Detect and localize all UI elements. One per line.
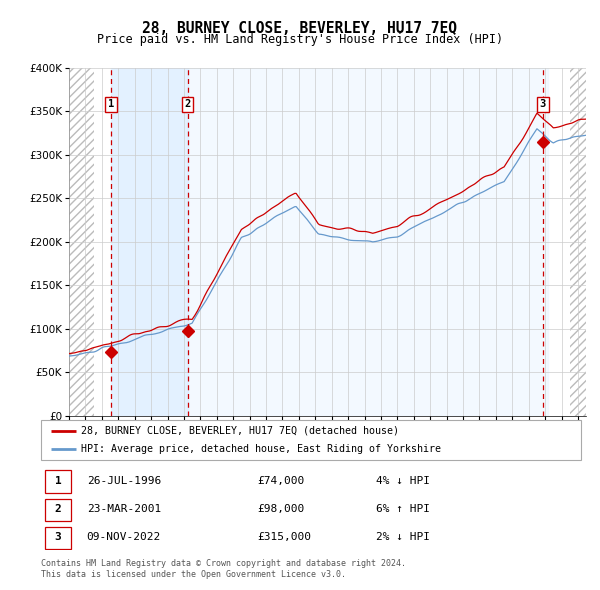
Text: 1: 1 xyxy=(108,99,115,109)
Text: This data is licensed under the Open Government Licence v3.0.: This data is licensed under the Open Gov… xyxy=(41,570,346,579)
FancyBboxPatch shape xyxy=(41,420,581,460)
Bar xyxy=(188,68,548,416)
Text: 28, BURNEY CLOSE, BEVERLEY, HU17 7EQ: 28, BURNEY CLOSE, BEVERLEY, HU17 7EQ xyxy=(143,21,458,35)
Bar xyxy=(570,68,586,416)
Text: 6% ↑ HPI: 6% ↑ HPI xyxy=(376,504,430,514)
Text: Contains HM Land Registry data © Crown copyright and database right 2024.: Contains HM Land Registry data © Crown c… xyxy=(41,559,406,568)
Bar xyxy=(69,68,94,416)
Text: £74,000: £74,000 xyxy=(257,476,304,486)
Text: 1: 1 xyxy=(55,476,61,486)
Text: 23-MAR-2001: 23-MAR-2001 xyxy=(87,504,161,514)
FancyBboxPatch shape xyxy=(45,470,71,493)
Text: 4% ↓ HPI: 4% ↓ HPI xyxy=(376,476,430,486)
Text: 28, BURNEY CLOSE, BEVERLEY, HU17 7EQ (detached house): 28, BURNEY CLOSE, BEVERLEY, HU17 7EQ (de… xyxy=(82,426,400,436)
Text: 3: 3 xyxy=(55,533,61,542)
Text: 09-NOV-2022: 09-NOV-2022 xyxy=(87,533,161,542)
Text: £315,000: £315,000 xyxy=(257,533,311,542)
Text: 2: 2 xyxy=(184,99,191,109)
Text: 3: 3 xyxy=(540,99,546,109)
Bar xyxy=(111,68,188,416)
Text: 26-JUL-1996: 26-JUL-1996 xyxy=(87,476,161,486)
Text: HPI: Average price, detached house, East Riding of Yorkshire: HPI: Average price, detached house, East… xyxy=(82,444,442,454)
FancyBboxPatch shape xyxy=(45,499,71,521)
Text: £98,000: £98,000 xyxy=(257,504,304,514)
FancyBboxPatch shape xyxy=(45,527,71,549)
Text: Price paid vs. HM Land Registry's House Price Index (HPI): Price paid vs. HM Land Registry's House … xyxy=(97,33,503,46)
Text: 2: 2 xyxy=(55,504,61,514)
Text: 2% ↓ HPI: 2% ↓ HPI xyxy=(376,533,430,542)
